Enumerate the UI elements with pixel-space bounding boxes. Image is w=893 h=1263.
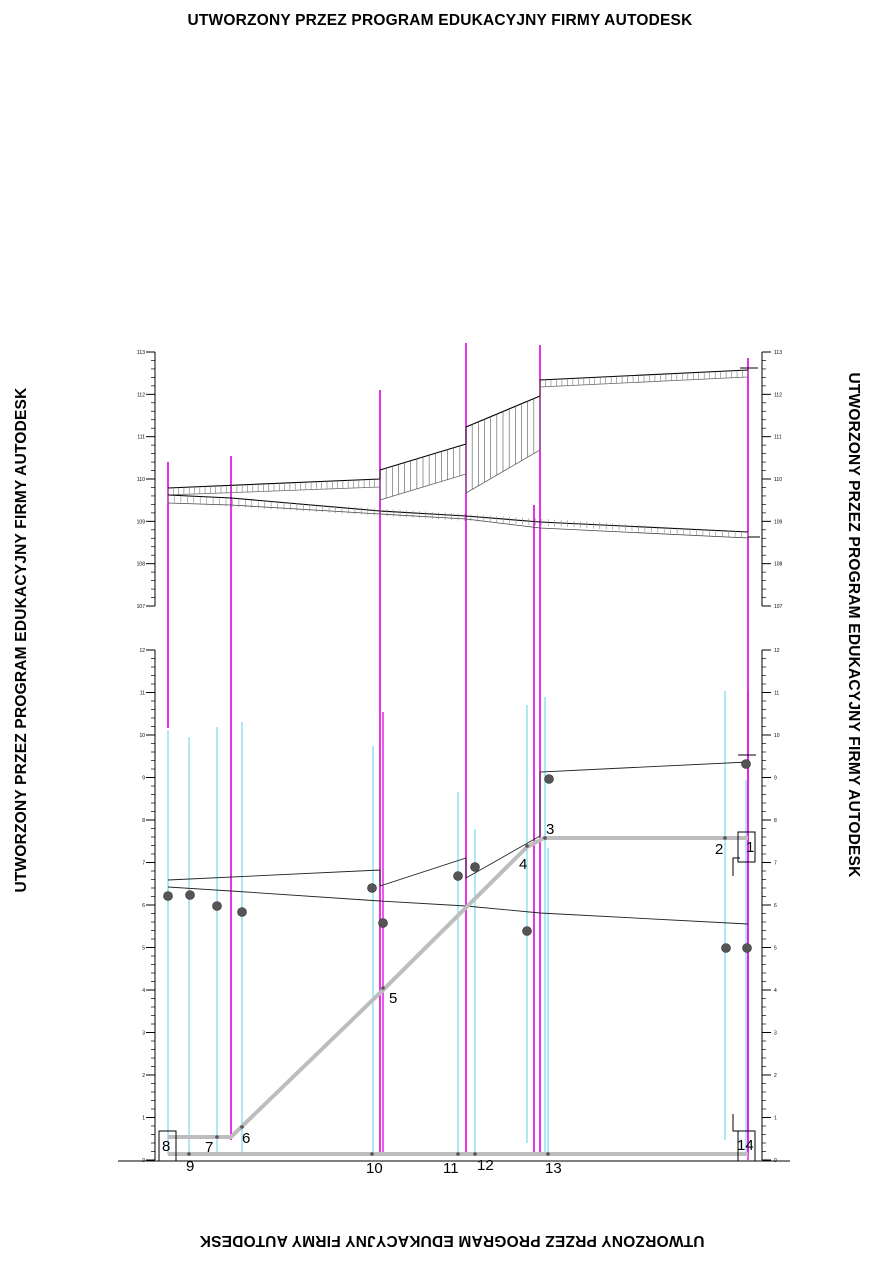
lower-tick-label: 8: [774, 818, 777, 824]
measurement-point: [367, 883, 377, 893]
scales: 1131121111101091081071131121111101091081…: [118, 350, 790, 1164]
upper-top-line: [167, 369, 749, 489]
upper-invert-line-2: [167, 502, 749, 539]
watermark-top: UTWORZONY PRZEZ PROGRAM EDUKACYJNY FIRMY…: [187, 12, 693, 29]
measurement-point: [237, 907, 247, 917]
node-point: [240, 1125, 244, 1129]
node-point: [370, 1152, 374, 1156]
invert-line: [167, 886, 749, 925]
measurement-point: [163, 891, 173, 901]
node-point: [543, 836, 547, 840]
point-label-2: 2: [715, 841, 723, 858]
measurement-point: [378, 918, 388, 928]
measurement-point: [185, 890, 195, 900]
measurement-point: [741, 759, 751, 769]
node-point: [381, 986, 385, 990]
end-bracket: [732, 857, 740, 876]
point-label-5: 5: [389, 990, 397, 1007]
route-line: [168, 836, 748, 1139]
upper-tick-label: 112: [774, 392, 782, 398]
upper-tick-label: 112: [137, 392, 145, 398]
node-point: [723, 836, 727, 840]
lower-tick-label: 3: [774, 1031, 777, 1037]
lower-tick-label: 5: [774, 946, 777, 952]
upper-tick-label: 113: [774, 350, 782, 356]
measurement-point: [721, 943, 731, 953]
node-point: [456, 1152, 460, 1156]
lower-tick-label: 11: [774, 691, 779, 697]
lower-tick-label: 12: [774, 648, 780, 654]
upper-tick-label: 107: [137, 604, 146, 610]
upper-tick-label: 110: [774, 477, 782, 483]
upper-profile: [167, 343, 760, 1155]
point-label-14: 14: [737, 1137, 754, 1154]
point-label-11: 11: [443, 1160, 459, 1177]
lower-tick-label: 9: [774, 776, 777, 782]
measurement-point: [544, 774, 554, 784]
measurement-point: [522, 926, 532, 936]
lower-tick-label: 3: [142, 1031, 145, 1037]
upper-top-line-2: [167, 376, 749, 501]
node-point: [187, 1152, 191, 1156]
lower-tick-label: 1: [142, 1116, 145, 1122]
measurement-point: [742, 943, 752, 953]
point-label-6: 6: [242, 1130, 250, 1147]
lower-tick-label: 4: [142, 988, 145, 994]
lower-profile: [158, 690, 756, 1162]
upper-tick-label: 113: [137, 350, 145, 356]
point-label-4: 4: [519, 856, 527, 873]
upper-tick-label: 109: [137, 519, 146, 525]
measurement-point: [212, 901, 222, 911]
upper-tick-label: 107: [774, 604, 783, 610]
point-label-3: 3: [546, 821, 554, 838]
upper-tick-label: 109: [774, 519, 783, 525]
point-label-1: 1: [746, 839, 754, 856]
lower-tick-label: 12: [139, 648, 145, 654]
point-label-10: 10: [366, 1160, 383, 1177]
lower-tick-label: 4: [774, 988, 777, 994]
node-point: [215, 1135, 219, 1139]
lower-tick-label: 10: [139, 733, 145, 739]
lower-tick-label: 7: [774, 861, 777, 867]
node-point: [473, 1152, 477, 1156]
measurement-point: [470, 862, 480, 872]
lower-tick-label: 2: [774, 1073, 777, 1079]
lower-tick-label: 8: [142, 818, 145, 824]
upper-tick-label: 110: [137, 477, 145, 483]
upper-tick-label: 108: [774, 562, 783, 568]
measurement-point: [453, 871, 463, 881]
lower-tick-label: 1: [774, 1116, 777, 1122]
lower-tick-label: 11: [140, 691, 145, 697]
upper-tick-label: 111: [774, 435, 782, 441]
lower-tick-label: 5: [142, 946, 145, 952]
lower-tick-label: 6: [774, 903, 777, 909]
end-box: [737, 831, 756, 863]
lower-tick-label: 10: [774, 733, 780, 739]
node-point: [546, 1152, 550, 1156]
point-label-13: 13: [545, 1160, 562, 1177]
upper-invert-line: [167, 494, 749, 533]
point-label-12: 12: [477, 1157, 494, 1174]
node-point: [525, 844, 529, 848]
point-label-7: 7: [205, 1139, 213, 1156]
upper-tick-label: 111: [137, 435, 145, 441]
end-box: [158, 1130, 177, 1162]
lower-tick-label: 2: [142, 1073, 145, 1079]
ground-line: [167, 761, 749, 887]
upper-tick-label: 108: [137, 562, 146, 568]
lower-tick-label: 6: [142, 903, 145, 909]
end-box: [737, 1130, 756, 1162]
point-label-8: 8: [162, 1138, 170, 1155]
lower-tick-label: 9: [142, 776, 145, 782]
end-bracket: [732, 1114, 740, 1132]
point-label-9: 9: [186, 1158, 194, 1175]
lower-tick-label: 7: [142, 861, 145, 867]
